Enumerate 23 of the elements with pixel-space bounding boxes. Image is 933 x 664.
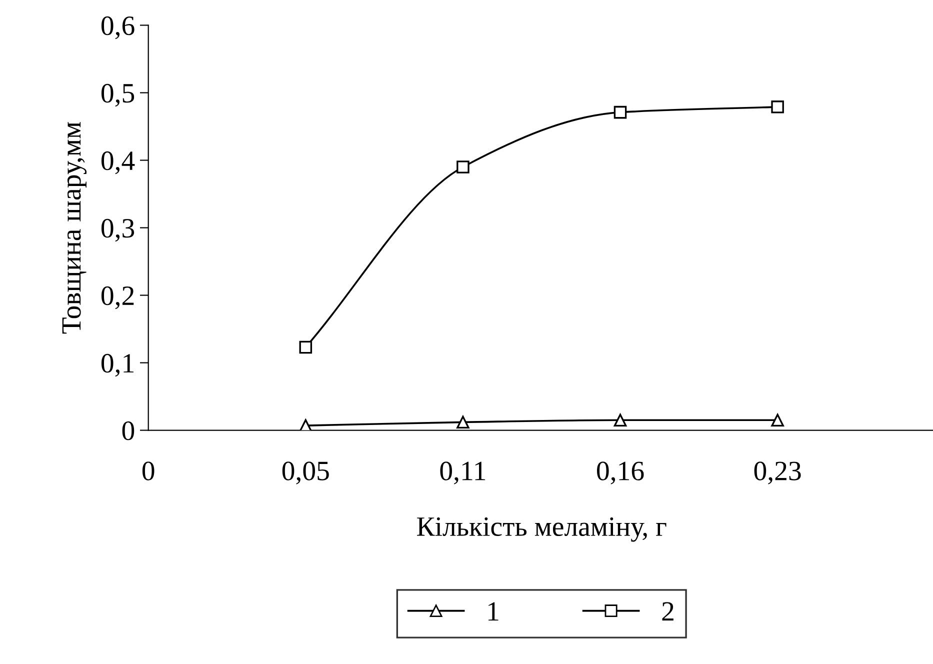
x-tick-label: 0,11 (440, 462, 486, 484)
legend-label: 1 (488, 602, 498, 621)
point (771, 414, 784, 427)
y-tick-label: 0,1 (101, 354, 134, 377)
y-tick-label: 0,4 (101, 151, 135, 174)
y-tick-label: 0,5 (101, 84, 134, 107)
point (456, 416, 470, 429)
point (771, 100, 784, 114)
point (456, 160, 470, 174)
y-tick-label: 0,2 (101, 286, 134, 310)
y-tick-label: 0 (122, 421, 134, 440)
x-tick-label: 0 (142, 462, 154, 480)
legend-label: 2 (662, 602, 674, 621)
point (299, 340, 312, 354)
x-tick-label: 0,23 (754, 462, 801, 484)
y-tick-label: 0,6 (101, 16, 134, 40)
y-axis-title: Товщина шару,мм (62, 122, 87, 334)
point (614, 414, 627, 427)
x-axis-title: Кількість меламіну, г (417, 517, 666, 542)
x-tick-label: 0,05 (282, 462, 329, 484)
y-tick-label: 0,3 (101, 218, 134, 242)
point (614, 106, 627, 119)
x-tick-label: 0,16 (597, 462, 644, 484)
